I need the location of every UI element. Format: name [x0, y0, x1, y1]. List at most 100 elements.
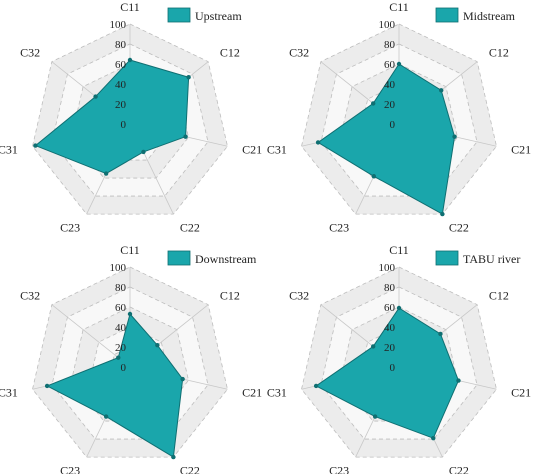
radar-category-label: C31	[267, 143, 287, 157]
legend-swatch	[435, 250, 459, 266]
radar-legend: TABU river	[435, 250, 520, 266]
radar-data-point	[440, 211, 445, 217]
radar-data-point	[396, 305, 402, 311]
legend-label: TABU river	[463, 252, 520, 266]
radar-category-label: C31	[0, 143, 18, 157]
radar-data-point	[456, 378, 461, 383]
radar-tick-label: 60	[384, 59, 396, 71]
radar-category-label: C32	[20, 288, 40, 302]
radar-category-label: C21	[242, 143, 262, 157]
radar-data-point	[186, 75, 191, 80]
legend-swatch	[435, 7, 459, 23]
radar-grid-ring	[301, 23, 497, 215]
radar-data-point	[103, 171, 109, 176]
radar-tick-label: 80	[384, 39, 396, 51]
radar-data-point	[371, 101, 376, 106]
radar-category-label: C21	[242, 386, 262, 400]
radar-data-point	[127, 57, 133, 63]
radar-tick-label: 40	[384, 322, 396, 334]
radar-data-point	[452, 134, 457, 139]
radar-grid-ring	[32, 266, 228, 458]
radar-grid-ring	[110, 346, 150, 386]
radar-data-point	[180, 376, 185, 382]
radar-grid-ring	[301, 266, 497, 458]
radar-category-label: C23	[329, 221, 349, 235]
radar-tick-label: 80	[115, 282, 127, 294]
radar-tick-label: 40	[115, 79, 127, 91]
radar-category-label: C11	[389, 0, 409, 14]
radar-legend: Downstream	[167, 250, 257, 266]
radar-tick-label: 20	[384, 342, 396, 354]
radar-data-point	[183, 134, 188, 139]
radar-tick-label: 20	[115, 342, 127, 354]
radar-grid-ring	[32, 23, 228, 215]
radar-data-point	[155, 342, 160, 348]
radar-series-area	[34, 59, 190, 175]
radar-category-label: C11	[120, 243, 140, 257]
radar-category-label: C22	[180, 464, 200, 474]
radar-category-label: C12	[220, 45, 240, 59]
radar-panel: 0 20 40 60 80 100 C11 C12 C21 C22 C23 C31 C32 Downstr…	[0, 243, 262, 474]
radar-grid-ring	[320, 43, 478, 197]
radar-series-area	[317, 63, 456, 215]
radar-category-label: C32	[289, 45, 309, 59]
radar-grid-ring	[71, 63, 189, 179]
radar-panel: 0 20 40 60 80 100 C11 C12 C21 C22 C23 C31 C32 TABU ri…	[267, 243, 531, 474]
radar-tick-label: 40	[115, 322, 127, 334]
radar-panel: 0 20 40 60 80 100 C11 C12 C21 C22 C23 C31 C32 Midstre…	[267, 0, 531, 235]
radar-tick-label: 100	[379, 262, 396, 274]
legend-swatch	[167, 7, 191, 23]
radar-category-label: C32	[20, 45, 40, 59]
radar-data-point	[396, 61, 402, 67]
radar-category-label: C31	[0, 386, 18, 400]
radar-category-label: C21	[511, 386, 531, 400]
radar-tick-label: 0	[390, 119, 396, 131]
radar-data-point	[439, 88, 444, 93]
radar-tick-label: 60	[115, 59, 127, 71]
radar-category-label: C12	[489, 45, 509, 59]
radar-tick-label: 0	[121, 362, 127, 374]
radar-panel: 0 20 40 60 80 100 C11 C12 C21 C22 C23 C31 C32 Upstrea…	[0, 0, 262, 235]
radar-data-point	[438, 331, 443, 337]
legend-label: Downstream	[195, 252, 257, 266]
radar-tick-label: 80	[384, 282, 396, 294]
radar-category-label: C23	[329, 464, 349, 474]
radar-category-label: C31	[267, 386, 287, 400]
radar-legend: Upstream	[167, 7, 242, 23]
radar-grid-ring	[320, 286, 478, 440]
radar-data-point	[127, 311, 133, 317]
radar-data-point	[371, 344, 376, 349]
radar-category-label: C23	[60, 221, 80, 235]
radar-tick-label: 100	[379, 19, 396, 31]
radar-data-point	[103, 414, 109, 419]
radar-data-point	[372, 414, 378, 419]
radar-category-label: C32	[289, 288, 309, 302]
radar-category-label: C23	[60, 464, 80, 474]
radar-data-point	[116, 355, 121, 360]
radar-grid-ring	[51, 43, 209, 197]
radar-tick-label: 60	[384, 302, 396, 314]
radar-category-label: C22	[180, 221, 200, 235]
radar-data-point	[431, 435, 436, 441]
radar-category-label: C11	[120, 0, 140, 14]
radar-category-label: C12	[489, 288, 509, 302]
radar-data-point	[313, 383, 319, 389]
radar-grid-ring	[51, 286, 209, 440]
radar-series-area	[46, 313, 184, 458]
radar-tick-label: 0	[390, 362, 396, 374]
radar-data-point	[315, 140, 321, 145]
radar-data-point	[93, 94, 98, 99]
radar-tick-label: 100	[110, 19, 127, 31]
radar-category-label: C22	[449, 464, 469, 474]
radar-tick-label: 40	[384, 79, 396, 91]
radar-data-point	[371, 174, 377, 179]
legend-swatch	[167, 250, 191, 266]
radar-tick-label: 0	[121, 119, 127, 131]
legend-label: Upstream	[195, 9, 242, 23]
radar-category-label: C11	[389, 243, 409, 257]
radar-category-label: C21	[511, 143, 531, 157]
radar-tick-label: 100	[110, 262, 127, 274]
radar-legend: Midstream	[435, 7, 516, 23]
radar-data-point	[44, 383, 50, 389]
